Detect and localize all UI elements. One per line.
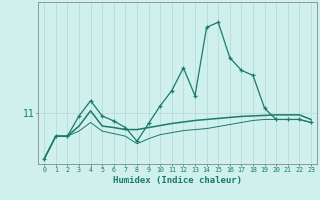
X-axis label: Humidex (Indice chaleur): Humidex (Indice chaleur) bbox=[113, 176, 242, 185]
